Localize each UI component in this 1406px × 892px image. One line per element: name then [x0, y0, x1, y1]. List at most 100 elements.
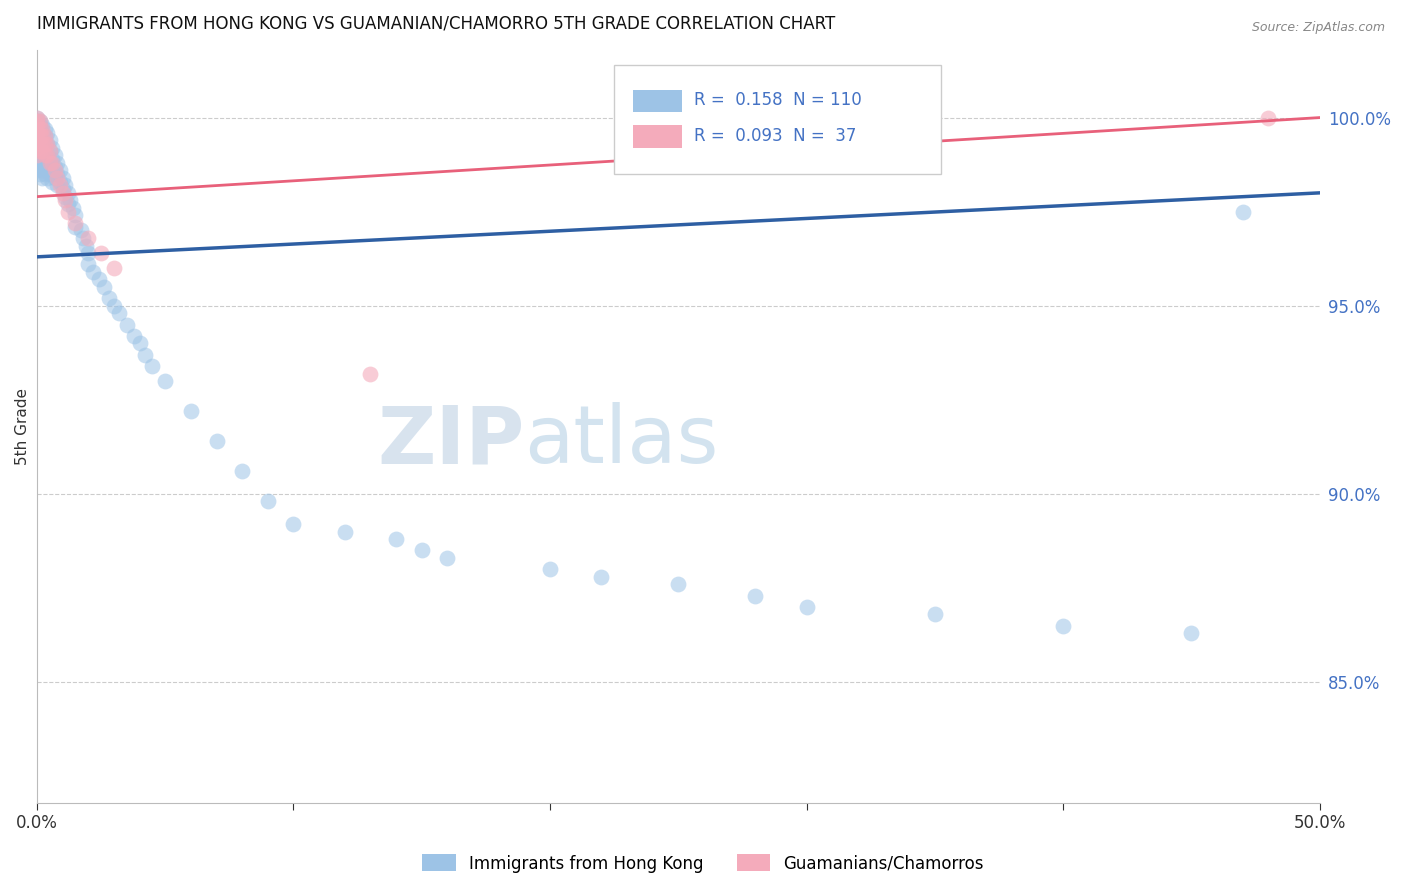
Point: [44, 170, 66, 185]
Point: [25, 111, 48, 125]
Text: atlas: atlas: [524, 402, 718, 480]
Point: [37, 126, 59, 140]
Point: [180, 404, 202, 418]
Point: [385, 532, 408, 546]
Point: [37, 136, 59, 151]
Point: [31, 118, 53, 132]
Point: [31, 133, 53, 147]
Point: [34, 121, 56, 136]
Text: IMMIGRANTS FROM HONG KONG VS GUAMANIAN/CHAMORRO 5TH GRADE CORRELATION CHART: IMMIGRANTS FROM HONG KONG VS GUAMANIAN/C…: [37, 15, 835, 33]
Point: [28, 121, 51, 136]
Point: [41, 152, 63, 166]
Point: [28, 160, 51, 174]
Point: [34, 136, 56, 151]
Point: [65, 216, 87, 230]
Point: [38, 133, 60, 147]
Point: [28, 126, 51, 140]
Point: [93, 280, 115, 294]
Point: [77, 246, 100, 260]
Point: [25, 126, 48, 140]
Point: [1180, 626, 1202, 640]
Point: [25, 145, 48, 159]
Point: [41, 155, 63, 169]
Point: [34, 129, 56, 144]
Point: [52, 186, 75, 200]
Point: [41, 175, 63, 189]
Point: [46, 170, 69, 185]
Point: [28, 145, 51, 159]
Point: [25, 163, 48, 178]
Point: [44, 148, 66, 162]
Point: [46, 167, 69, 181]
Point: [65, 209, 87, 223]
Point: [796, 599, 818, 614]
Point: [97, 291, 120, 305]
Point: [34, 152, 56, 166]
Point: [31, 170, 53, 185]
Point: [37, 170, 59, 185]
Text: R =  0.158  N = 110: R = 0.158 N = 110: [693, 91, 862, 109]
Point: [77, 257, 100, 271]
Point: [44, 160, 66, 174]
Point: [31, 121, 53, 136]
Text: R =  0.093  N =  37: R = 0.093 N = 37: [693, 128, 856, 145]
Point: [25, 141, 48, 155]
Point: [34, 160, 56, 174]
Point: [141, 359, 163, 373]
Point: [28, 136, 51, 151]
Point: [283, 517, 305, 532]
Point: [77, 231, 100, 245]
Point: [37, 148, 59, 162]
Point: [53, 189, 76, 203]
Point: [28, 129, 51, 144]
Point: [124, 329, 146, 343]
Point: [25, 129, 48, 144]
Text: ZIP: ZIP: [377, 402, 524, 480]
Point: [25, 141, 48, 155]
Point: [25, 121, 48, 136]
Point: [411, 543, 433, 558]
Point: [25, 114, 48, 128]
Point: [103, 299, 125, 313]
Point: [25, 148, 48, 162]
Point: [25, 118, 48, 132]
Point: [49, 175, 72, 189]
Point: [56, 204, 79, 219]
Point: [28, 152, 51, 166]
Point: [56, 197, 79, 211]
Point: [34, 136, 56, 151]
Point: [37, 136, 59, 151]
Point: [666, 577, 689, 591]
Point: [25, 111, 48, 125]
Point: [115, 318, 138, 332]
Point: [25, 155, 48, 169]
Point: [25, 114, 48, 128]
Point: [256, 494, 278, 508]
Point: [538, 562, 561, 576]
Point: [38, 145, 60, 159]
Point: [53, 178, 76, 193]
Point: [31, 126, 53, 140]
Point: [31, 148, 53, 162]
Point: [49, 163, 72, 178]
Point: [31, 163, 53, 178]
Point: [56, 186, 79, 200]
Point: [37, 148, 59, 162]
Point: [134, 348, 156, 362]
Point: [82, 265, 104, 279]
Point: [1232, 204, 1254, 219]
Point: [59, 194, 82, 208]
Point: [38, 167, 60, 181]
Point: [1257, 111, 1279, 125]
Point: [34, 167, 56, 181]
Point: [28, 114, 51, 128]
Point: [25, 133, 48, 147]
Text: Source: ZipAtlas.com: Source: ZipAtlas.com: [1251, 21, 1385, 34]
Point: [28, 114, 51, 128]
Point: [31, 141, 53, 155]
Point: [46, 155, 69, 169]
Point: [103, 261, 125, 276]
Point: [52, 170, 75, 185]
Point: [591, 570, 613, 584]
Point: [52, 182, 75, 196]
